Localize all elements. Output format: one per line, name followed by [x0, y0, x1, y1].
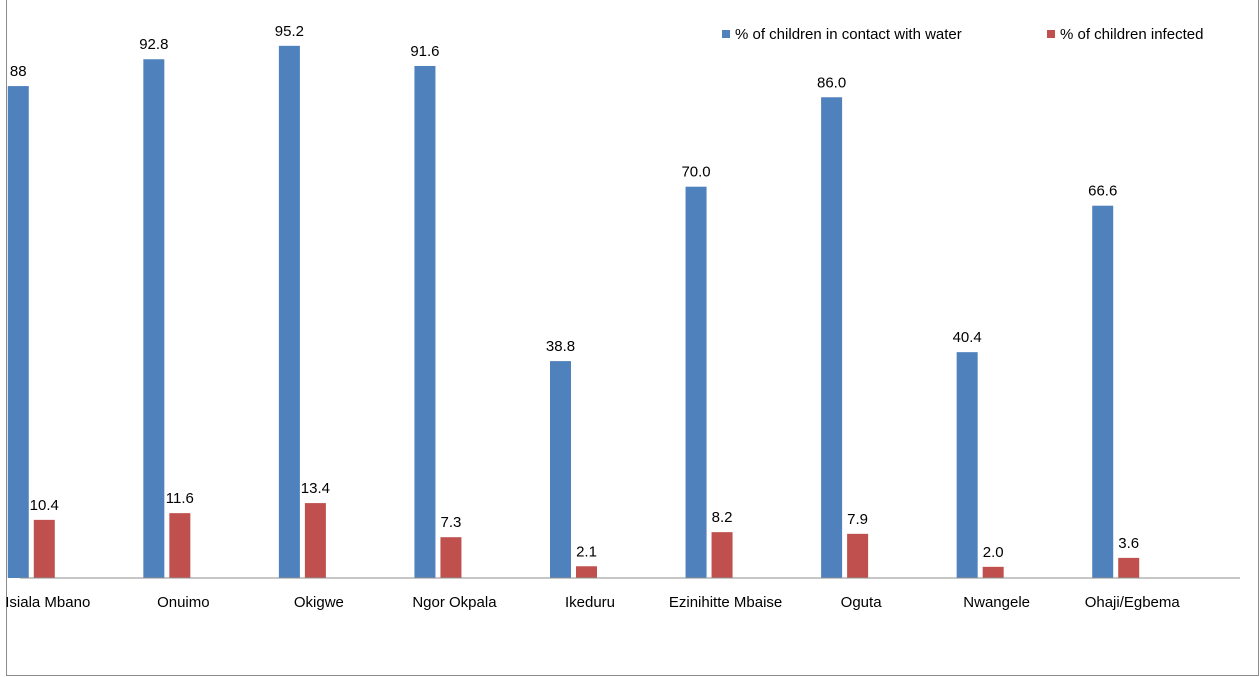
bar-contact-2: [143, 59, 165, 579]
category-label-3: Okigwe: [294, 594, 344, 611]
chart-frame: [6, 0, 1259, 676]
bar-contact-7: [821, 97, 843, 578]
bar-contact-3: [278, 45, 300, 578]
data-label-infected-8: 2.0: [983, 544, 1004, 561]
bar-infected-7: [847, 533, 869, 578]
category-label-8: Nwangele: [963, 594, 1030, 611]
bar-infected-1: [33, 519, 55, 578]
data-label-contact-3: 95.2: [275, 23, 304, 40]
legend-swatch-infected: [1047, 30, 1055, 38]
category-label-7: Oguta: [841, 594, 883, 611]
bars: 88 10.4 92.8 11.6 95.2 13.4 91.6 7.3 38.8 2.1 70.0…: [7, 23, 1140, 579]
data-label-infected-9: 3.6: [1118, 535, 1139, 552]
data-label-contact-9: 66.6: [1088, 183, 1117, 200]
bar-contact-6: [685, 186, 707, 578]
bar-infected-2: [169, 513, 191, 578]
bar-infected-4: [440, 537, 462, 578]
bar-contact-4: [414, 65, 436, 579]
data-label-infected-5: 2.1: [576, 543, 597, 560]
data-label-infected-2: 11.6: [166, 490, 194, 507]
bar-infected-3: [304, 503, 326, 578]
data-label-infected-4: 7.3: [441, 514, 462, 531]
category-label-2: Onuimo: [157, 594, 210, 611]
legend-swatch-contact: [722, 30, 730, 38]
bar-contact-8: [956, 352, 978, 578]
data-label-contact-2: 92.8: [139, 36, 168, 53]
data-label-contact-1: 88: [10, 63, 27, 80]
category-label-1: Isiala Mbano: [5, 594, 90, 611]
data-label-contact-5: 38.8: [546, 338, 575, 355]
data-label-infected-7: 7.9: [847, 511, 868, 528]
bar-infected-8: [982, 566, 1004, 578]
category-label-5: Ikeduru: [565, 594, 615, 611]
bar-infected-9: [1118, 557, 1140, 578]
legend-label-infected: % of children infected: [1060, 26, 1203, 43]
legend-label-contact: % of children in contact with water: [735, 26, 962, 43]
bar-infected-5: [576, 566, 597, 578]
category-labels: Isiala Mbano Onuimo Okigwe Ngor Okpala Ikedu…: [5, 594, 1180, 611]
category-label-4: Ngor Okpala: [412, 594, 497, 611]
category-label-9: Ohaji/Egbema: [1085, 594, 1181, 611]
bar-contact-1: [7, 86, 29, 578]
bar-contact-5: [550, 361, 571, 578]
category-label-6: Ezinihitte Mbaise: [669, 594, 782, 611]
bar-contact-9: [1092, 205, 1114, 578]
data-label-contact-7: 86.0: [817, 74, 846, 91]
data-label-infected-3: 13.4: [301, 480, 330, 497]
data-label-infected-1: 10.4: [30, 497, 59, 514]
data-label-contact-6: 70.0: [681, 164, 710, 181]
data-label-contact-8: 40.4: [953, 329, 982, 346]
data-label-contact-4: 91.6: [410, 43, 439, 60]
data-label-infected-6: 8.2: [712, 509, 733, 526]
legend: % of children in contact with water % of …: [722, 26, 1203, 43]
bar-infected-6: [711, 532, 733, 578]
